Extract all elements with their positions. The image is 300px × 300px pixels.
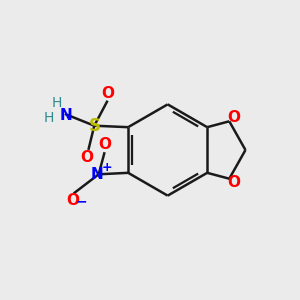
Text: H: H: [51, 96, 62, 110]
Text: O: O: [66, 193, 79, 208]
Text: O: O: [227, 175, 240, 190]
Text: −: −: [75, 195, 87, 209]
Text: O: O: [227, 110, 240, 125]
Text: H: H: [44, 111, 54, 125]
Text: +: +: [102, 161, 112, 174]
Text: N: N: [60, 108, 73, 123]
Text: N: N: [91, 167, 103, 182]
Text: S: S: [88, 117, 100, 135]
Text: O: O: [101, 85, 114, 100]
Text: O: O: [98, 137, 111, 152]
Text: O: O: [80, 150, 93, 165]
